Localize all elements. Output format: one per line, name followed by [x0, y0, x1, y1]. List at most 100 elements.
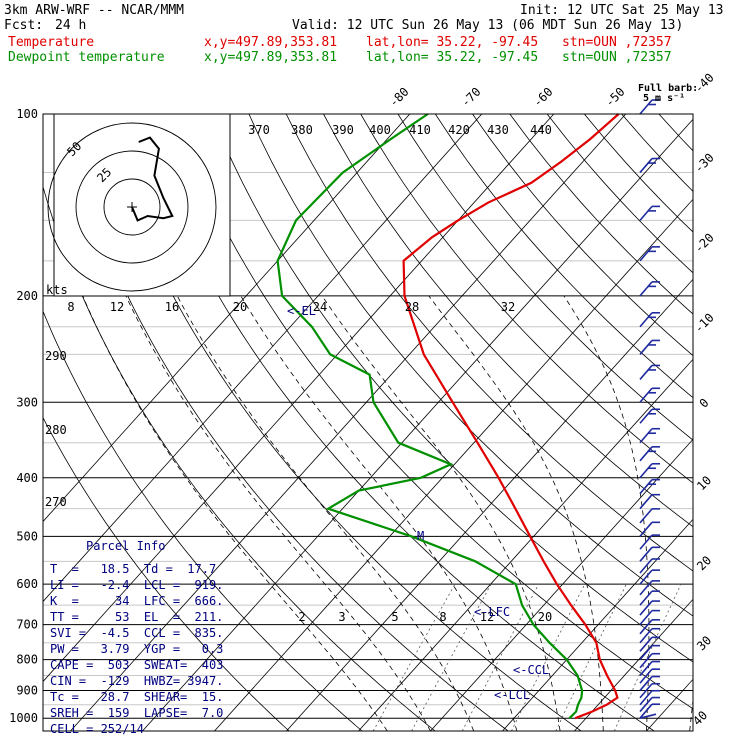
- wind-barb-staff: [639, 569, 653, 585]
- dry-adiabat-line: [434, 114, 693, 399]
- wind-barb-staff: [639, 610, 653, 626]
- mixing-top-label: 8: [67, 300, 74, 314]
- mixing-bottom-label: 20: [538, 610, 552, 624]
- wind-barb-staff: [639, 205, 653, 221]
- lfc-marker: <-LFC: [474, 605, 510, 619]
- dry-adiabat-line: [99, 114, 582, 731]
- wind-barb: [639, 521, 660, 537]
- mixing-top-label: 24: [313, 300, 327, 314]
- mixing-ratio-lines: [372, 583, 682, 731]
- isotherm-label: -20: [692, 231, 717, 256]
- wind-barb: [639, 636, 660, 652]
- forecast-hour: 24 h: [55, 18, 87, 33]
- dry-adiabat-lines: [43, 114, 693, 731]
- dewpoint-station: stn=OUN ,72357: [562, 50, 672, 65]
- theta-label: 440: [530, 123, 552, 137]
- moist-adiabat-line: [321, 295, 561, 731]
- dry-adiabat-label: 280: [45, 423, 67, 437]
- parcel-row: CELL = 252/14: [50, 722, 144, 736]
- parcel-row: K = 34 LFC = 666.: [50, 594, 224, 608]
- mixing-bottom-label: 2: [298, 610, 305, 624]
- wind-barb: [639, 408, 660, 424]
- wind-barb-staff: [639, 628, 653, 644]
- moist-adiabat-line: [428, 295, 604, 731]
- wind-barb: [639, 546, 660, 562]
- mixing-ratio-line: [411, 584, 492, 731]
- parcel-row: TT = 53 EL = 211.: [50, 610, 224, 624]
- wind-barb-staff: [639, 387, 653, 403]
- mixing-level-marker: M: [417, 529, 424, 543]
- parcel-row: T = 18.5 Td = 17.7: [50, 562, 217, 576]
- dry-adiabat-line: [248, 114, 693, 617]
- wind-barb: [639, 675, 660, 692]
- parcel-row: CIN = -129 HWBZ= 3947.: [50, 674, 224, 688]
- pressure-tick-label: 300: [16, 395, 38, 409]
- wind-barb: [639, 339, 660, 355]
- forecast-label: Fcst:: [4, 18, 44, 33]
- wind-barb: [639, 205, 660, 221]
- wind-barb: [639, 569, 660, 585]
- isotherm-label: -50: [602, 85, 627, 110]
- barb-legend-title: Full barb:: [638, 83, 699, 94]
- isotherm-line: [502, 518, 693, 731]
- wind-barb: [639, 668, 660, 684]
- wind-barb: [639, 609, 660, 626]
- wind-barb: [639, 682, 660, 699]
- wind-barb-staff: [639, 339, 653, 355]
- isotherm-line: [43, 114, 483, 603]
- wind-barb-staff: [639, 558, 653, 574]
- sounding-profiles: [276, 113, 620, 720]
- wind-barb-staff: [639, 158, 653, 174]
- plot-frame: [42, 113, 694, 732]
- isotherm-label: -30: [692, 151, 717, 176]
- parcel-row: PW = 3.79 YGP = 0.3: [50, 642, 224, 656]
- mixing-ratio-line: [372, 583, 456, 731]
- isotherm-line: [43, 114, 411, 523]
- parcel-row: LI = -2.4 LCL = 919.: [50, 578, 224, 592]
- wind-barb: [639, 478, 660, 495]
- wind-barb-staff: [639, 690, 653, 706]
- wind-barb: [639, 590, 660, 606]
- wind-barb-staff: [639, 668, 653, 684]
- isotherm-line: [286, 278, 693, 731]
- wind-barb: [639, 534, 660, 550]
- mixing-top-label: 16: [165, 300, 179, 314]
- moist-adiabat-line: [125, 295, 431, 731]
- wind-barb: [639, 364, 660, 380]
- dry-adiabat-line: [397, 114, 693, 441]
- wind-barb-staff: [639, 479, 653, 495]
- isotherm-line: [430, 438, 693, 731]
- wind-barb: [639, 281, 660, 297]
- isotherm-label: 20: [694, 553, 714, 573]
- temperature-legend: Temperature: [8, 35, 95, 50]
- mixing-ratio-line: [511, 584, 586, 731]
- moist-adiabat-line: [240, 295, 518, 731]
- wind-barb: [639, 580, 660, 596]
- parcel-info-title: Parcel Info: [86, 539, 166, 553]
- isotherm-label: -60: [530, 85, 555, 110]
- mixing-bottom-label: 8: [439, 610, 446, 624]
- dewpoint-latlon: lat,lon= 35.22, -97.45: [366, 50, 539, 65]
- wind-barb-staff: [639, 521, 653, 537]
- wind-barb-staff: [639, 99, 653, 115]
- wind-barb-staff: [639, 494, 653, 510]
- wind-barb-staff: [639, 463, 653, 479]
- pressure-tick-label: 1000: [9, 711, 38, 725]
- init-time: Init: 12 UTC Sat 25 May 13: [520, 3, 724, 18]
- wind-barb: [639, 99, 660, 115]
- mixing-bottom-label: 3: [338, 610, 345, 624]
- isotherm-label: -80: [386, 85, 411, 110]
- pressure-tick-label: 800: [16, 653, 38, 667]
- dry-adiabat-line: [211, 114, 693, 663]
- wind-barb: [639, 157, 660, 174]
- isotherm-line: [214, 198, 693, 731]
- wind-barb: [639, 462, 660, 479]
- wind-barb: [639, 508, 660, 524]
- theta-label: 430: [487, 123, 509, 137]
- wind-barb-staff: [639, 619, 653, 635]
- wind-barbs: [639, 99, 660, 719]
- theta-label: 420: [448, 123, 470, 137]
- dry-adiabat-label: 270: [45, 495, 67, 509]
- wind-barb-staff: [639, 246, 653, 262]
- hodograph-frame: [53, 113, 231, 297]
